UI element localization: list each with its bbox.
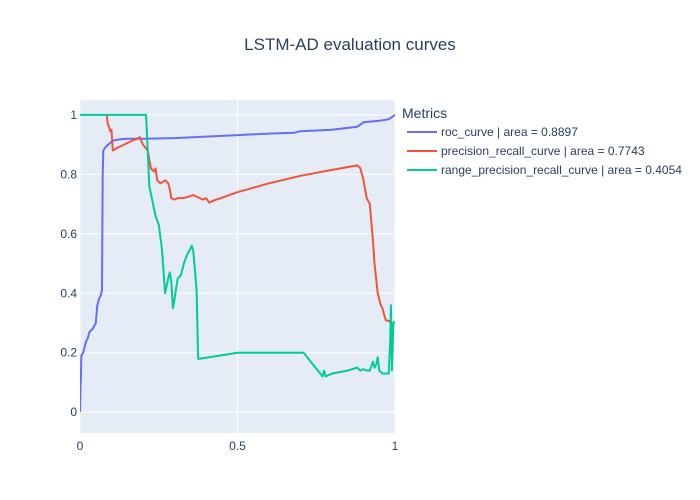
series-lines [80,113,395,413]
chart-title: LSTM-AD evaluation curves [244,35,456,54]
x-tick-label: 0.5 [229,439,246,453]
legend-item-3[interactable]: range_precision_recall_curve | area = 0.… [407,163,682,177]
legend-item-2[interactable]: precision_recall_curve | area = 0.7743 [407,144,645,158]
legend-label: precision_recall_curve | area = 0.7743 [441,144,645,158]
x-tick-label: 0 [77,439,84,453]
x-axis: 0 0.5 1 [77,439,399,453]
y-tick-label: 0.6 [60,227,77,241]
y-tick-label: 0.8 [60,167,77,181]
legend[interactable]: Metrics roc_curve | area = 0.8897 precisi… [402,105,682,177]
y-tick-label: 0.2 [60,346,77,360]
x-tick-label: 1 [392,439,399,453]
y-tick-label: 0.4 [60,286,77,300]
plot-area [79,100,396,433]
series-line-1 [80,114,395,413]
y-axis: 0 0.2 0.4 0.6 0.8 1 [60,108,77,419]
legend-label: roc_curve | area = 0.8897 [441,125,578,139]
legend-item-1[interactable]: roc_curve | area = 0.8897 [407,125,578,139]
y-tick-label: 0 [70,405,77,419]
series-line-3 [80,113,395,378]
legend-title: Metrics [402,105,447,121]
y-tick-label: 1 [70,108,77,122]
legend-label: range_precision_recall_curve | area = 0.… [441,163,682,177]
series-line-2 [105,114,395,327]
